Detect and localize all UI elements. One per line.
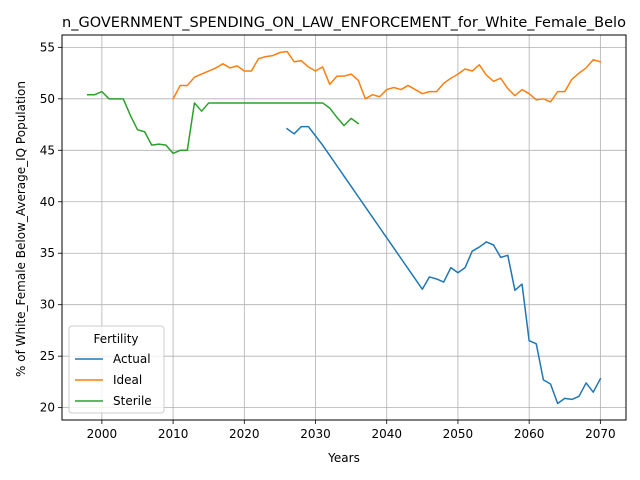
x-tick-label: 2060 (514, 427, 545, 441)
x-axis-label: Years (327, 451, 360, 465)
series-line-actual (287, 127, 600, 404)
x-tick-label: 2010 (158, 427, 189, 441)
y-tick-label: 55 (40, 40, 55, 54)
x-tick-label: 2040 (371, 427, 402, 441)
x-axis-ticks: 2000 2010 2020 2030 2040 2050 2060 2070 (87, 420, 616, 441)
legend-label-ideal: Ideal (113, 373, 142, 387)
x-tick-label: 2020 (229, 427, 260, 441)
y-tick-label: 45 (40, 143, 55, 157)
legend-label-sterile: Sterile (113, 394, 152, 408)
chart-title: n_GOVERNMENT_SPENDING_ON_LAW_ENFORCEMENT… (62, 15, 626, 31)
series-lines (88, 51, 601, 403)
legend-label-actual: Actual (113, 352, 151, 366)
y-axis-ticks: 20 25 30 35 40 45 50 55 (40, 40, 62, 414)
y-tick-label: 50 (40, 92, 55, 106)
y-tick-label: 35 (40, 246, 55, 260)
y-axis-label: % of White_Female Below_Average_IQ Popul… (14, 81, 28, 377)
series-line-sterile (88, 92, 359, 154)
x-tick-label: 2000 (87, 427, 118, 441)
x-tick-label: 2050 (443, 427, 474, 441)
x-tick-label: 2030 (300, 427, 331, 441)
legend-title: Fertility (93, 332, 138, 346)
x-tick-label: 2070 (585, 427, 616, 441)
y-tick-label: 30 (40, 298, 55, 312)
y-tick-label: 25 (40, 349, 55, 363)
legend: Fertility Actual Ideal Sterile (69, 326, 164, 413)
y-tick-label: 20 (40, 401, 55, 415)
y-tick-label: 40 (40, 195, 55, 209)
